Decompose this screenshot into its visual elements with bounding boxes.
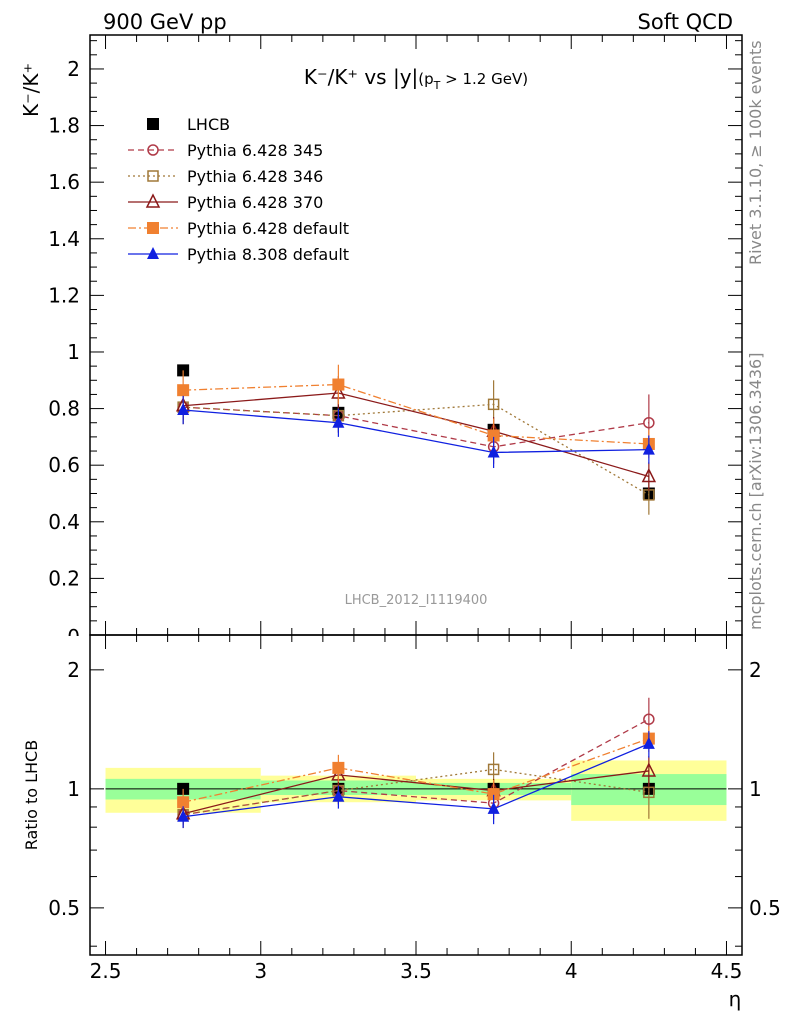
y-tick-label-top: 0.6 [48, 453, 80, 477]
y-tick-label-ratio-right: 2 [749, 658, 762, 682]
legend-marker-4 [147, 222, 159, 234]
data-point-main-2 [487, 398, 500, 411]
legend-label-3: Pythia 6.428 370 [187, 193, 323, 212]
y-tick-label-top: 1.6 [48, 170, 80, 194]
data-point-ratio-0 [177, 782, 190, 795]
legend-marker-1 [147, 144, 159, 156]
series-main-panel [175, 364, 657, 515]
data-point-ratio-5 [177, 809, 190, 822]
data-point-ratio-5 [332, 789, 345, 802]
series-line-main-3 [183, 392, 650, 478]
y-tick-label-ratio-right: 1 [749, 777, 762, 801]
plot-title-sub-index: T [433, 79, 441, 92]
y-tick-label-top: 0.2 [48, 566, 80, 590]
series-line-main-4 [183, 383, 649, 445]
y-axis-label-top: K⁻/K⁺ [19, 63, 43, 117]
y-tick-label-ratio-left: 2 [67, 658, 80, 682]
data-point-main-5 [177, 403, 190, 415]
series-line-ratio-5 [183, 743, 650, 818]
legend-marker-3 [145, 193, 161, 208]
legend-label-2: Pythia 6.428 346 [187, 167, 323, 186]
legend-label-0: LHCB [187, 115, 230, 134]
x-tick-label: 4 [565, 959, 578, 983]
data-point-main-1 [643, 416, 655, 429]
data-point-ratio-4 [332, 761, 345, 774]
x-tick-label: 3 [254, 959, 267, 983]
x-tick-label: 2.5 [90, 959, 122, 983]
legend: LHCB Pythia 6.428 345 Pythia 6.428 346 Pyth… [128, 115, 349, 264]
data-point-ratio-2 [487, 763, 500, 776]
series-line-ratio-3 [182, 770, 649, 815]
plot-title-main: K⁻/K⁺ vs |y| [304, 65, 418, 89]
data-point-main-5 [642, 442, 655, 455]
y-tick-label-top: 1.4 [48, 227, 80, 251]
data-point-main-4 [332, 378, 345, 391]
data-point-ratio-2 [643, 786, 655, 799]
y-tick-label-ratio-right: 0.5 [749, 896, 781, 920]
data-point-ratio-5 [642, 736, 655, 749]
data-point-ratio-1 [643, 713, 655, 725]
data-point-main-5 [332, 415, 345, 428]
y-tick-label-top: 0.8 [48, 397, 80, 421]
data-point-main-4 [177, 384, 190, 397]
series-line-ratio-2 [183, 768, 649, 816]
y-axis-label-ratio: Ratio to LHCB [22, 740, 41, 850]
legend-label-5: Pythia 8.308 default [187, 245, 349, 264]
plot-title: K⁻/K⁺ vs |y|(pT > 1.2 GeV) [304, 65, 528, 92]
series-line-ratio-1 [183, 718, 650, 816]
series-line-main-1 [183, 406, 649, 448]
x-tick-label: 4.5 [711, 959, 743, 983]
data-point-main-4 [487, 429, 500, 442]
data-point-main-3 [641, 467, 657, 483]
x-axis-label: η [729, 987, 742, 1011]
header-left: 900 GeV pp [103, 10, 227, 34]
data-point-ratio-5 [487, 801, 500, 814]
data-point-ratio-4 [487, 788, 500, 801]
series-line-main-5 [183, 409, 649, 454]
y-tick-label-top: 1.8 [48, 114, 80, 138]
y-tick-label-top: 0.4 [48, 510, 80, 534]
y-tick-label-top: 1.2 [48, 283, 80, 307]
plot-title-sub-tail: > 1.2 GeV) [440, 70, 528, 88]
mcplots-credit-text: mcplots.cern.ch [arXiv:1306.3436] [746, 353, 765, 630]
legend-label-4: Pythia 6.428 default [187, 219, 349, 238]
legend-marker-0 [147, 118, 159, 130]
legend-label-1: Pythia 6.428 345 [187, 141, 323, 160]
plot-title-sub: (p [418, 70, 433, 88]
x-tick-label: 3.5 [400, 959, 432, 983]
series-line-main-2 [183, 403, 650, 496]
y-tick-label-ratio-left: 1 [67, 777, 80, 801]
legend-marker-2 [147, 170, 159, 182]
data-point-main-5 [487, 445, 500, 458]
data-point-ratio-3 [641, 762, 657, 777]
y-tick-label-top: 2 [67, 57, 80, 81]
header-right: Soft QCD [638, 10, 733, 34]
y-tick-label-ratio-left: 0.5 [48, 896, 80, 920]
data-point-ratio-4 [177, 796, 190, 809]
zero-label-mask [55, 636, 85, 656]
analysis-watermark: LHCB_2012_I1119400 [345, 593, 488, 608]
axis-ticks: 2.533.544.50.20.40.60.811.21.41.61.8200.… [48, 35, 781, 983]
y-tick-label-top: 1 [67, 340, 80, 364]
series-ratio-panel [175, 697, 657, 829]
rivet-version-text: Rivet 3.1.10, ≥ 100k events [746, 40, 765, 265]
legend-marker-5 [147, 247, 159, 259]
